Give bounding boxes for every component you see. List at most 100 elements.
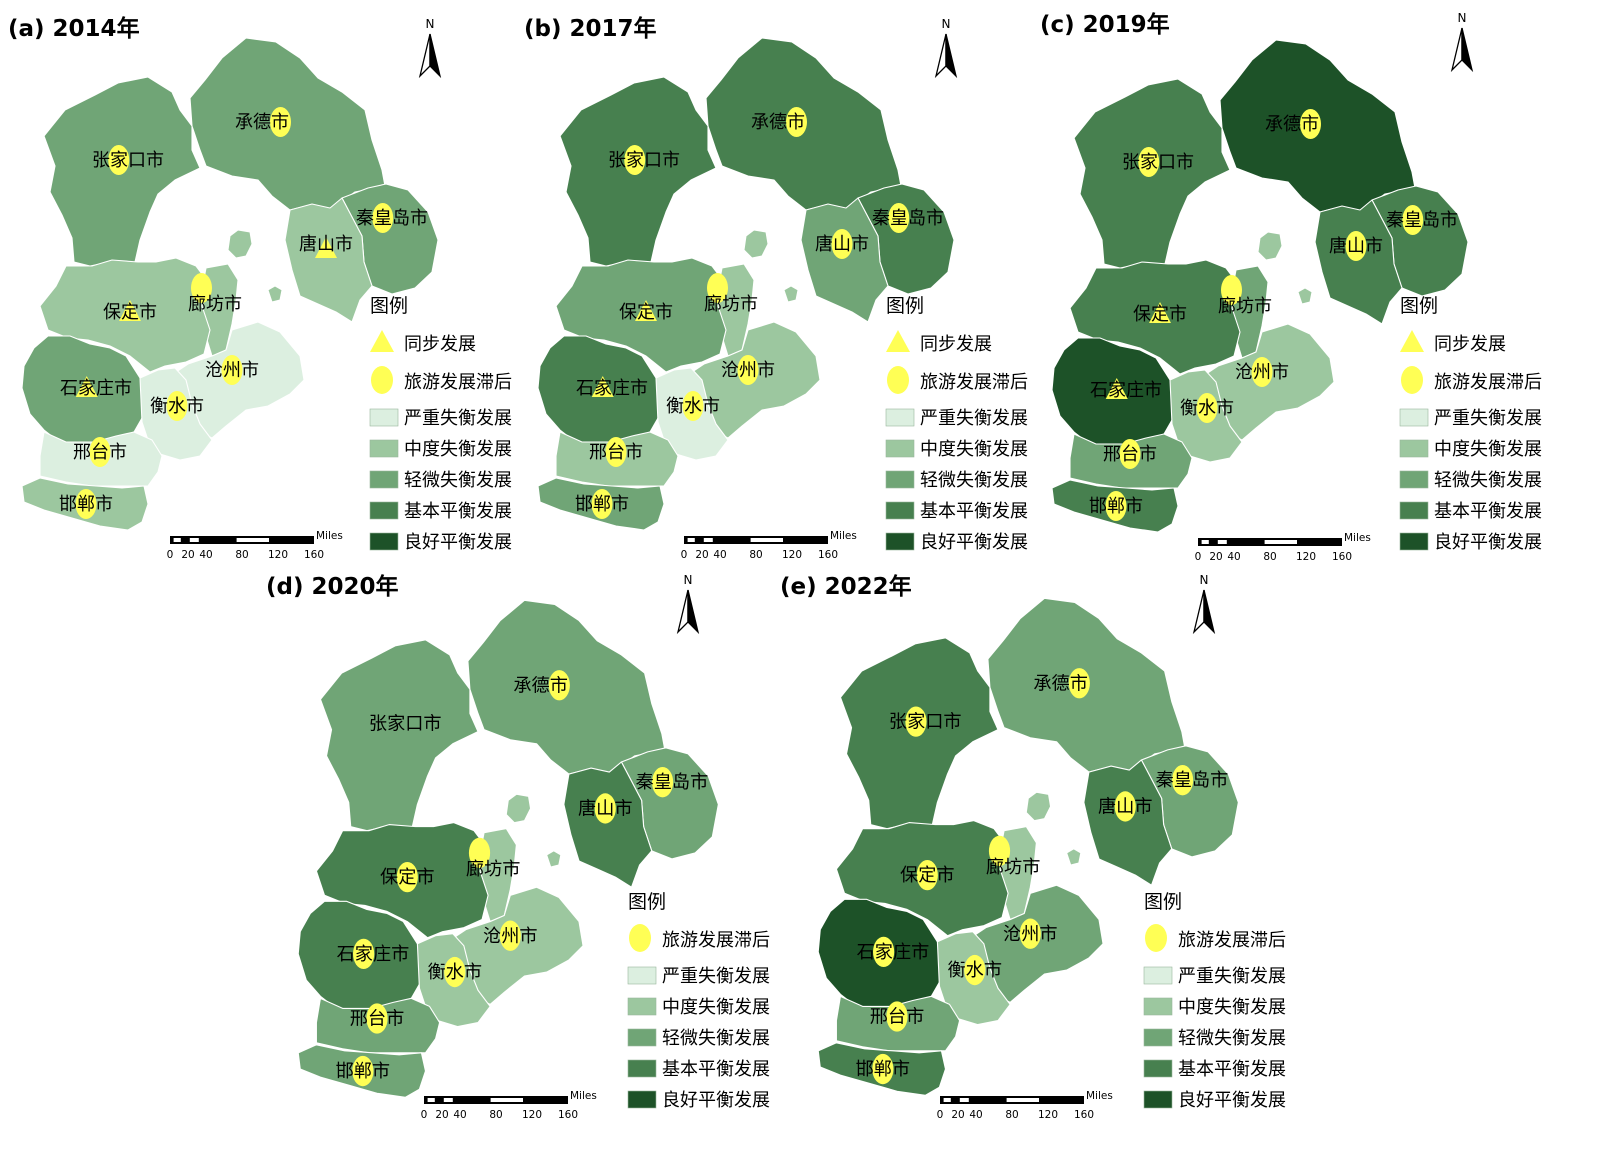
region-tangshan[interactable] — [563, 761, 653, 888]
legend-title: 图例 — [628, 891, 666, 913]
city-label-cangzhou: 沧州市 — [721, 360, 775, 381]
city-label-handan: 邯郸市 — [1089, 496, 1143, 517]
city-label-hengshui: 衡水市 — [666, 396, 720, 417]
legend-swatch — [369, 501, 399, 520]
scale-tick: 160 — [818, 549, 838, 561]
scale-tick: 160 — [304, 549, 324, 561]
lag-symbol — [108, 145, 130, 175]
city-label-shijiazhuang: 石家庄市 — [576, 378, 648, 399]
legend-class-label: 轻微失衡发展 — [404, 470, 512, 491]
city-label-cangzhou: 沧州市 — [205, 360, 259, 381]
region-tangshan[interactable] — [1314, 199, 1403, 325]
legend-class-label: 严重失衡发展 — [662, 966, 770, 987]
scale-tick: 40 — [969, 1109, 982, 1121]
city-label-zhangjiakou: 张家口市 — [889, 712, 962, 733]
city-label-chengde: 承德市 — [1265, 114, 1319, 135]
city-label-zhangjiakou: 张家口市 — [608, 150, 680, 171]
panel-title: (a) 2014年 — [8, 15, 140, 42]
city-label-xingtai: 邢台市 — [1103, 444, 1157, 465]
legend-lag-icon — [1401, 366, 1423, 394]
lag-symbol — [1114, 791, 1136, 822]
legend-lag-label: 旅游发展滞后 — [404, 372, 512, 393]
lag-symbol — [1105, 491, 1127, 521]
north-label: N — [1200, 573, 1209, 587]
city-label-xingtai: 邢台市 — [589, 442, 643, 463]
legend-swatch — [1399, 470, 1429, 489]
legend-sync-label: 同步发展 — [404, 334, 476, 355]
region-zhangjiakou[interactable] — [319, 639, 479, 832]
scale-unit: Miles — [570, 1090, 597, 1102]
sync-symbol — [635, 300, 657, 321]
scale-bar: Miles 0 20 40 80 120 160 — [1195, 532, 1371, 563]
legend-class-label: 严重失衡发展 — [404, 408, 512, 429]
scale-tick: 40 — [199, 549, 212, 561]
city-label-baoding: 保定市 — [900, 865, 955, 886]
scale-tick: 80 — [235, 549, 248, 561]
legend-class-label: 中度失衡发展 — [662, 997, 770, 1018]
islet-1 — [505, 793, 532, 824]
legend-sync-icon — [1400, 330, 1424, 352]
region-tangshan[interactable] — [284, 197, 373, 323]
city-label-handan: 邯郸市 — [336, 1061, 391, 1082]
legend-swatch — [1399, 408, 1429, 427]
lag-symbol — [786, 107, 807, 137]
city-label-cangzhou: 沧州市 — [1235, 362, 1289, 383]
legend-class-label: 基本平衡发展 — [920, 501, 1028, 522]
scale-tick: 20 — [951, 1109, 964, 1121]
legend-title: 图例 — [886, 295, 924, 317]
legend-class-label: 中度失衡发展 — [1434, 439, 1542, 460]
city-label-xingtai: 邢台市 — [350, 1009, 405, 1030]
city-label-hengshui: 衡水市 — [948, 960, 1003, 981]
lag-symbol — [191, 273, 212, 303]
scale-tick: 120 — [1038, 1109, 1058, 1121]
lag-symbol — [1068, 668, 1090, 699]
lag-symbol — [651, 767, 674, 798]
legend-swatch — [885, 408, 915, 427]
lag-symbol — [270, 107, 291, 137]
city-label-xingtai: 邢台市 — [73, 442, 127, 463]
legend-lag-label: 旅游发展滞后 — [1178, 930, 1286, 951]
lag-symbol — [737, 355, 759, 385]
lag-symbol — [594, 793, 616, 824]
legend-lag-icon — [887, 366, 909, 394]
legend-class-label: 基本平衡发展 — [662, 1059, 770, 1080]
scale-tick: 80 — [1263, 551, 1276, 563]
city-label-langfang: 廊坊市 — [1218, 296, 1272, 317]
legend-swatch — [627, 1090, 657, 1109]
lag-symbol — [396, 861, 418, 893]
scale-tick: 120 — [268, 549, 288, 561]
lag-symbol — [707, 273, 728, 303]
region-tangshan[interactable] — [1083, 759, 1173, 886]
islet-1 — [1025, 791, 1052, 822]
city-label-shijiazhuang: 石家庄市 — [857, 942, 930, 963]
lag-symbol — [1251, 357, 1273, 387]
scale-tick: 80 — [749, 549, 762, 561]
lag-symbol — [352, 1055, 374, 1087]
scale-tick: 0 — [421, 1109, 428, 1121]
legend-swatch — [1143, 1090, 1173, 1109]
lag-symbol — [89, 437, 111, 467]
north-arrow-icon: N — [934, 17, 958, 79]
city-label-chengde: 承德市 — [513, 675, 568, 696]
legend-sync-label: 同步发展 — [1434, 334, 1506, 355]
scale-tick: 40 — [1227, 551, 1240, 563]
islet-1 — [1257, 231, 1283, 261]
region-tangshan[interactable] — [800, 197, 889, 323]
legend-class-label: 良好平衡发展 — [662, 1090, 770, 1111]
lag-symbol — [624, 145, 646, 175]
islet-2 — [1066, 848, 1082, 866]
legend-swatch — [1399, 439, 1429, 458]
scale-tick: 120 — [1296, 551, 1316, 563]
islet-2 — [267, 285, 283, 303]
scale-bar: Miles 0 20 40 80 120 160 — [167, 530, 343, 561]
scale-tick: 20 — [435, 1109, 448, 1121]
scale-bar: Miles 0 20 40 80 120 160 — [937, 1090, 1113, 1121]
legend-swatch — [1143, 966, 1173, 985]
legend-lag-label: 旅游发展滞后 — [1434, 372, 1542, 393]
legend-swatch — [627, 1059, 657, 1078]
panel-title: (e) 2022年 — [780, 573, 912, 600]
